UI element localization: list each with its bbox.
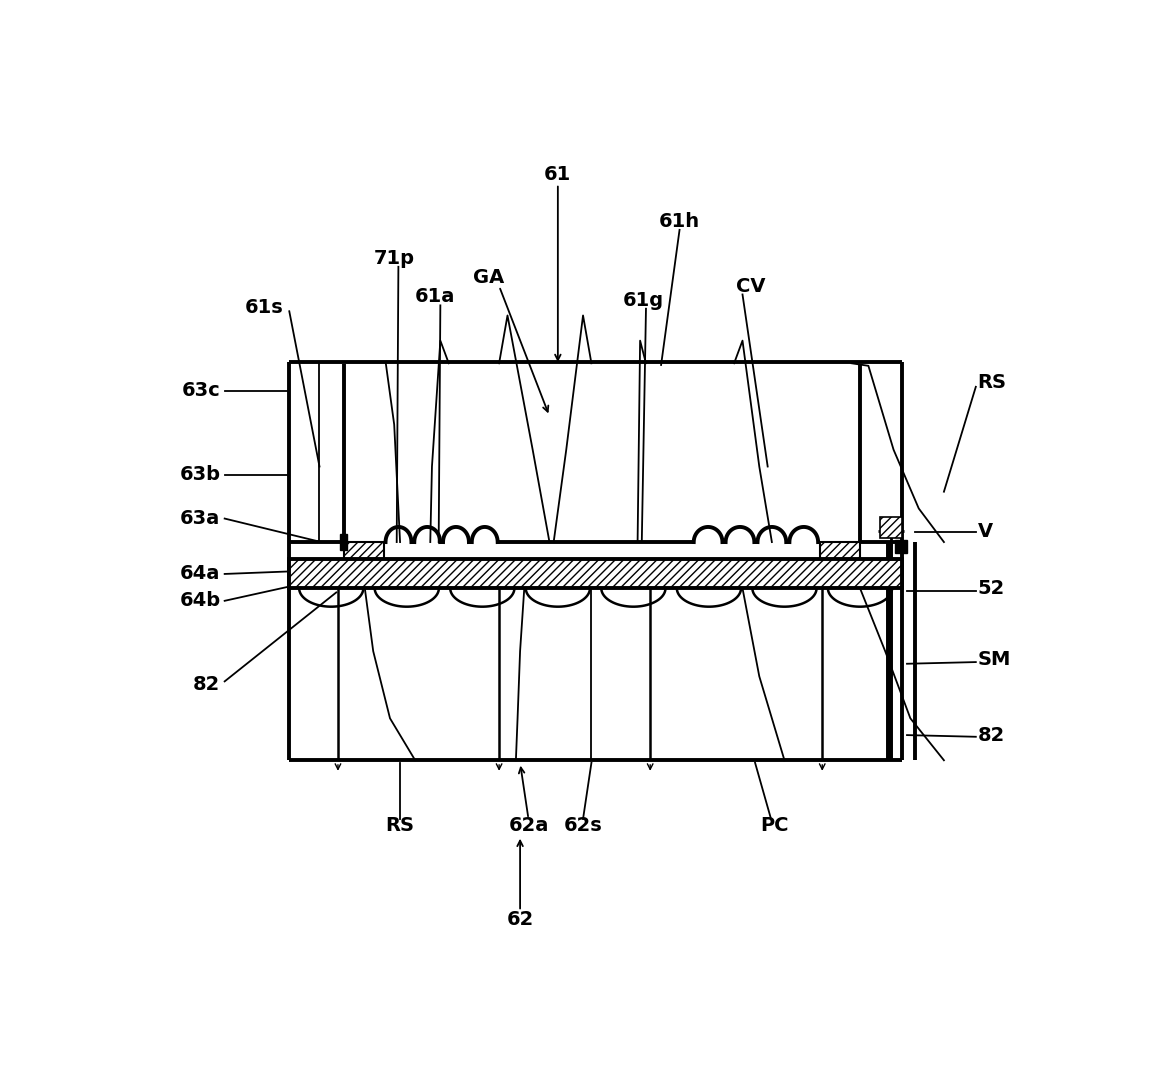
- Text: PC: PC: [760, 816, 788, 835]
- Bar: [290, 559, 902, 589]
- Text: 64a: 64a: [180, 565, 220, 583]
- Text: 61a: 61a: [414, 288, 455, 306]
- Text: 62a: 62a: [508, 816, 548, 835]
- Text: CV: CV: [736, 277, 765, 295]
- Bar: [819, 542, 860, 589]
- Text: 61g: 61g: [623, 291, 664, 310]
- Text: 61s: 61s: [245, 298, 284, 316]
- Text: SM: SM: [977, 650, 1011, 669]
- Text: 62s: 62s: [563, 816, 602, 835]
- Text: RS: RS: [977, 373, 1006, 392]
- Bar: [344, 542, 384, 589]
- Text: 63a: 63a: [180, 509, 220, 528]
- Text: 64b: 64b: [179, 591, 220, 610]
- Text: 82: 82: [977, 726, 1005, 744]
- Bar: [896, 541, 907, 553]
- Text: 52: 52: [977, 579, 1005, 597]
- Text: V: V: [977, 522, 992, 542]
- Text: GA: GA: [473, 268, 504, 287]
- Text: 71p: 71p: [374, 249, 414, 268]
- Text: 63c: 63c: [181, 382, 220, 400]
- Text: 62: 62: [507, 910, 533, 930]
- Bar: [340, 534, 347, 550]
- Text: 61: 61: [545, 165, 571, 184]
- Text: RS: RS: [385, 816, 414, 835]
- Text: 82: 82: [193, 675, 220, 694]
- Text: 61h: 61h: [659, 211, 700, 231]
- Bar: [881, 517, 902, 537]
- Text: 63b: 63b: [180, 465, 220, 484]
